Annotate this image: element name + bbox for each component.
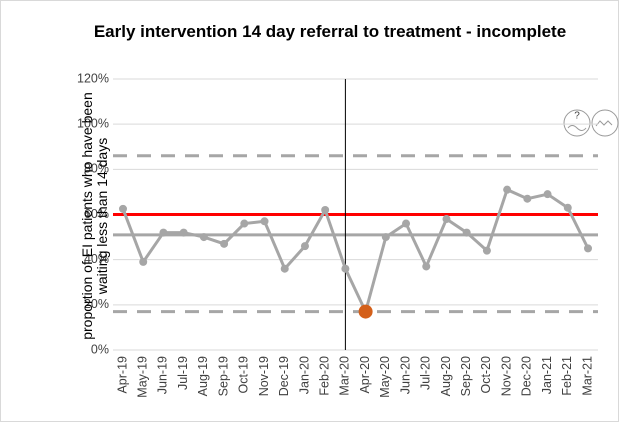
y-tick-label: 60% <box>84 207 109 221</box>
y-tick-label: 20% <box>84 297 109 311</box>
data-point <box>358 304 373 319</box>
x-tick-label: Dec-19 <box>277 356 291 396</box>
data-point <box>199 233 208 242</box>
data-point <box>584 244 592 253</box>
data-point <box>159 228 168 237</box>
data-point <box>280 264 289 273</box>
x-tick-label: May-19 <box>136 356 150 398</box>
chart-title: Early intervention 14 day referral to tr… <box>93 22 567 41</box>
data-point <box>300 242 309 251</box>
data-point <box>341 264 350 273</box>
x-tick-label: Jul-20 <box>419 356 433 390</box>
data-point <box>220 239 229 248</box>
x-tick-label: Jul-19 <box>176 356 190 390</box>
x-tick-label: Nov-20 <box>499 356 513 396</box>
data-point <box>381 233 390 242</box>
x-tick-label: May-20 <box>378 356 392 398</box>
data-point <box>503 185 512 194</box>
data-point <box>240 219 249 228</box>
x-tick-label: Mar-21 <box>580 356 594 396</box>
x-tick-label: Feb-21 <box>560 356 574 396</box>
y-tick-label: 100% <box>77 116 109 130</box>
icon-help[interactable]: ? <box>563 109 591 137</box>
x-tick-label: Jan-20 <box>297 356 311 394</box>
x-tick-label: Jun-20 <box>398 356 412 394</box>
data-point <box>402 219 411 228</box>
y-tick-label: 40% <box>84 252 109 266</box>
svg-text:?: ? <box>574 111 580 122</box>
data-point <box>442 215 451 224</box>
y-axis-label: proportion of EI patients who have been … <box>79 92 110 340</box>
y-tick-label: 120% <box>77 71 109 85</box>
x-tick-label: Aug-19 <box>196 356 210 396</box>
data-point <box>260 217 269 226</box>
data-point <box>179 228 188 237</box>
data-point <box>139 257 148 266</box>
data-point <box>543 190 552 199</box>
x-tick-label: Feb-20 <box>317 356 331 396</box>
x-tick-label: Apr-19 <box>115 356 129 394</box>
x-tick-label: Nov-19 <box>257 356 271 396</box>
y-tick-label: 80% <box>84 162 109 176</box>
x-tick-label: Dec-20 <box>520 356 534 396</box>
x-tick-label: Sep-19 <box>216 356 230 396</box>
icon-trend[interactable] <box>591 109 619 137</box>
y-tick-label: 0% <box>91 342 109 356</box>
x-tick-label: Oct-20 <box>479 356 493 394</box>
x-tick-label: Mar-20 <box>338 356 352 396</box>
data-point <box>462 228 471 237</box>
data-point <box>523 194 532 203</box>
x-tick-label: Jun-19 <box>156 356 170 394</box>
x-tick-label: Aug-20 <box>439 356 453 396</box>
data-point <box>119 204 127 213</box>
data-point <box>482 246 491 255</box>
data-point <box>563 203 572 212</box>
x-tick-label: Jan-21 <box>540 356 554 394</box>
data-point <box>422 262 431 271</box>
x-tick-label: Sep-20 <box>459 356 473 396</box>
x-tick-label: Oct-19 <box>237 356 251 394</box>
x-tick-label: Apr-20 <box>358 356 372 394</box>
data-point <box>321 205 330 214</box>
